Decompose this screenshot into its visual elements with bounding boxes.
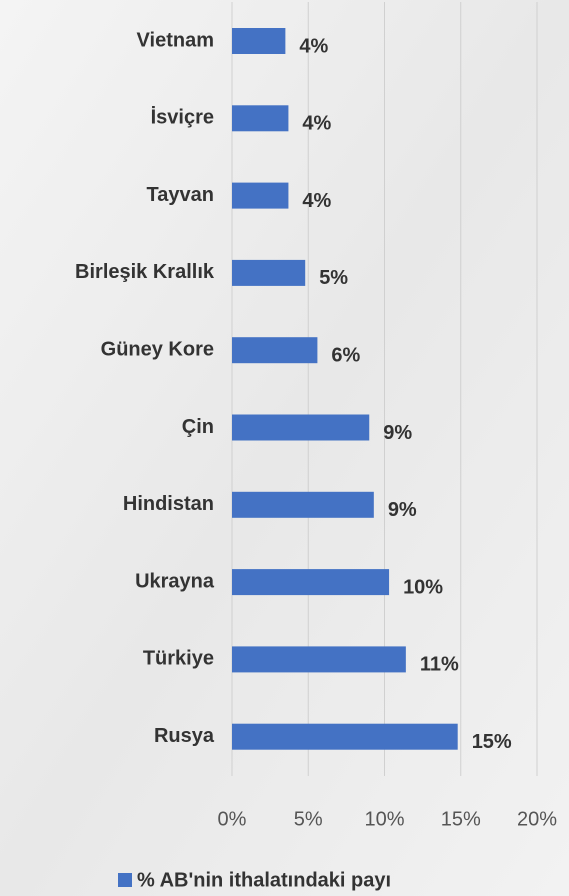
category-label: Türkiye xyxy=(143,648,214,670)
value-label: 15% xyxy=(472,731,512,753)
value-label: 4% xyxy=(299,35,328,57)
category-label: Güney Kore xyxy=(101,338,214,360)
value-label: 4% xyxy=(302,113,331,135)
value-label: 6% xyxy=(331,344,360,366)
value-label: 10% xyxy=(403,576,443,598)
bar xyxy=(232,182,289,209)
category-label: Vietnam xyxy=(137,29,214,51)
bar xyxy=(232,414,370,441)
x-tick-label: 0% xyxy=(218,808,247,830)
bar xyxy=(232,105,289,132)
category-label: Rusya xyxy=(154,725,215,747)
value-label: 9% xyxy=(383,422,412,444)
legend-label: % AB'nin ithalatındaki payı xyxy=(137,869,391,891)
bar xyxy=(232,28,286,54)
legend-swatch xyxy=(118,873,132,887)
x-tick-label: 5% xyxy=(294,808,323,830)
category-label: Hindistan xyxy=(123,493,214,515)
x-tick-label: 15% xyxy=(441,808,481,830)
value-label: 11% xyxy=(420,654,459,676)
bar xyxy=(232,337,318,364)
category-label: Tayvan xyxy=(147,184,214,206)
category-label: Ukrayna xyxy=(135,570,215,592)
x-tick-label: 20% xyxy=(517,808,557,830)
bar xyxy=(232,646,406,673)
category-label: Çin xyxy=(182,416,214,438)
value-label: 5% xyxy=(319,267,348,289)
value-label: 9% xyxy=(388,499,417,521)
category-label: Birleşik Krallık xyxy=(75,261,215,283)
bar xyxy=(232,569,390,596)
bar xyxy=(232,491,374,518)
bar xyxy=(232,259,306,286)
value-label: 4% xyxy=(302,190,331,212)
category-label: İsviçre xyxy=(151,106,214,129)
x-tick-label: 10% xyxy=(364,808,404,830)
bar xyxy=(232,723,458,750)
